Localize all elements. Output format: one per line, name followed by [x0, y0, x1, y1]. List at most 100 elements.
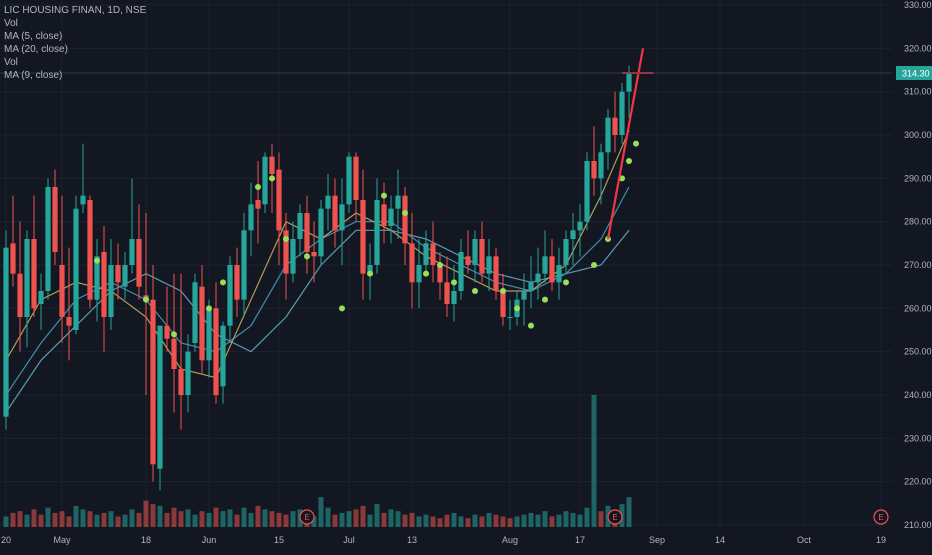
volume-bar	[276, 512, 282, 527]
candle-body	[94, 256, 100, 300]
legend-symbol[interactable]: LIC HOUSING FINAN, 1D, NSE	[4, 5, 147, 16]
price-tick-label: 240.00	[904, 390, 932, 400]
candle	[360, 169, 366, 300]
signal-dot	[283, 236, 289, 242]
candle	[66, 247, 72, 361]
trendline[interactable]	[606, 48, 645, 240]
earnings-marker[interactable]: E	[873, 509, 889, 525]
earnings-icon[interactable]	[299, 509, 315, 525]
volume-bar	[262, 509, 268, 527]
legend-ma20[interactable]: MA (20, close)	[4, 44, 68, 55]
ma5-line	[5, 130, 630, 379]
signal-dot	[633, 140, 639, 147]
candle-body	[3, 247, 9, 417]
volume-bar	[339, 512, 345, 527]
volume-bar	[290, 511, 296, 527]
volume-bar	[402, 514, 408, 527]
price-tick-label: 310.00	[904, 87, 932, 97]
volume-bar	[493, 514, 499, 527]
volume-bar	[591, 395, 597, 527]
candle-body	[220, 325, 226, 387]
signal-dots	[94, 140, 639, 338]
candle-body	[101, 252, 107, 317]
candle-body	[304, 213, 310, 252]
candle	[549, 239, 555, 291]
volume-bar	[94, 514, 100, 527]
candle-body	[52, 187, 58, 252]
candle-body	[248, 204, 254, 231]
legend-volume[interactable]: Vol	[4, 18, 18, 29]
legend-ma9[interactable]: MA (9, close)	[4, 70, 63, 81]
candle	[220, 321, 226, 404]
signal-dot	[94, 257, 100, 264]
volume-bar	[143, 500, 149, 527]
candle	[451, 265, 457, 322]
candle-body	[59, 265, 65, 317]
candle	[297, 204, 303, 257]
legend-ma5[interactable]: MA (5, close)	[4, 31, 63, 42]
candle-body	[185, 351, 191, 395]
candle-body	[73, 208, 79, 330]
candle-body	[234, 265, 240, 300]
volume-bar	[136, 512, 142, 527]
candle-body	[157, 325, 163, 469]
time-tick-label: 15	[274, 535, 284, 545]
volume-bar	[360, 505, 366, 527]
volume-bar	[122, 514, 128, 527]
volume-bar	[213, 507, 219, 527]
candle	[423, 230, 429, 274]
signal-dot	[423, 270, 429, 277]
candle-body	[262, 156, 268, 205]
candle-body	[500, 291, 506, 317]
volume-bar	[549, 516, 555, 527]
volume-bar	[192, 514, 198, 527]
candle-body	[374, 200, 380, 265]
candle	[577, 204, 583, 257]
candle-body	[367, 265, 373, 274]
volume-bar	[451, 512, 457, 527]
candle-body	[395, 195, 401, 209]
candle-body	[332, 195, 338, 231]
candle-body	[577, 221, 583, 231]
candle	[409, 213, 415, 309]
candle	[591, 126, 597, 196]
candle-body	[199, 286, 205, 361]
signal-dot	[542, 296, 548, 303]
candle	[283, 213, 289, 300]
volume-bar	[535, 514, 541, 527]
candle-body	[129, 239, 135, 265]
current-price-badge	[896, 66, 932, 81]
price-axis[interactable]: 330.00 320.00 310.00 300.00 290.00 280.00 270.…	[0, 0, 932, 530]
legend-volume-2[interactable]: Vol	[4, 57, 18, 68]
candle-body	[192, 282, 198, 343]
candle-body	[10, 243, 16, 274]
volume-bar	[66, 516, 72, 527]
candle-body	[80, 195, 86, 205]
candle-body	[164, 325, 170, 339]
candle	[479, 221, 485, 283]
time-axis[interactable]: 20 May 18 Jun 15 Jul 13 Aug 17 Sep 14 Oct 19	[1, 535, 886, 545]
volume-bar	[255, 505, 261, 527]
volume-bar	[199, 511, 205, 527]
volume-bar	[311, 516, 317, 527]
time-tick-label: Jul	[343, 535, 355, 545]
candle-body	[178, 369, 184, 395]
volume-bar	[479, 516, 485, 527]
candle	[199, 265, 205, 374]
earnings-marker[interactable]: E	[299, 509, 315, 525]
candle	[290, 221, 296, 283]
candles	[3, 65, 632, 491]
signal-dot	[528, 322, 534, 329]
candle-body	[458, 252, 464, 291]
candle-body	[626, 73, 632, 92]
earnings-icon[interactable]	[873, 509, 889, 525]
time-tick-label: Aug	[502, 535, 518, 545]
candle	[150, 265, 156, 482]
volume-bar	[388, 509, 394, 527]
earnings-icon[interactable]	[607, 509, 623, 525]
volume-bar	[31, 509, 37, 527]
earnings-marker[interactable]: E	[607, 509, 623, 525]
